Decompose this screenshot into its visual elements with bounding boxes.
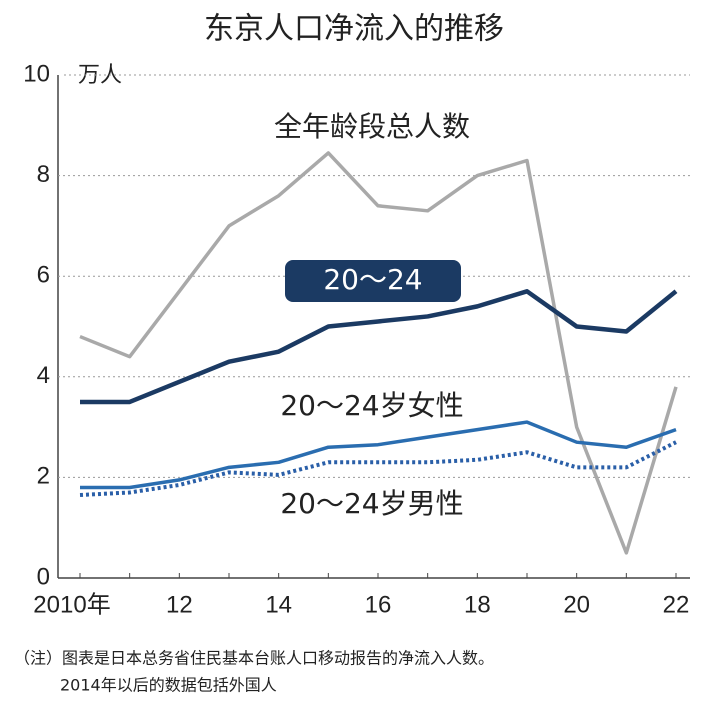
- x-tick-label: 14: [265, 591, 292, 618]
- x-tick-label: 22: [663, 591, 690, 618]
- y-tick-label: 6: [37, 262, 50, 289]
- series-line: [80, 420, 677, 490]
- x-tick-label: 20: [563, 591, 590, 618]
- series-label: 20～24岁男性: [280, 487, 463, 520]
- note: 2014年以后的数据包括外国人: [60, 676, 277, 695]
- y-tick-label: 0: [37, 563, 50, 590]
- y-tick-label: 10: [23, 60, 50, 87]
- series-line: [80, 289, 678, 405]
- series-line: [79, 151, 678, 555]
- series-line: [79, 440, 677, 498]
- series-label: 全年龄段总人数: [274, 110, 470, 143]
- x-tick-label: 12: [166, 591, 193, 618]
- series-label: 20～24岁女性: [280, 389, 463, 422]
- chart-title: 东京人口净流入的推移: [204, 12, 504, 47]
- x-tick-label: 18: [464, 591, 491, 618]
- note: （注）图表是日本总务省住民基本台账人口移动报告的净流入人数。: [14, 649, 494, 668]
- series-label: 20～24: [323, 263, 422, 296]
- label-box: [285, 260, 461, 302]
- y-tick-label: 2: [37, 463, 50, 490]
- x-tick-label: 16: [365, 591, 392, 618]
- y-tick-label: 8: [37, 161, 50, 188]
- x-tick-label: 2010年: [33, 591, 110, 618]
- y-tick-label: 4: [37, 362, 50, 389]
